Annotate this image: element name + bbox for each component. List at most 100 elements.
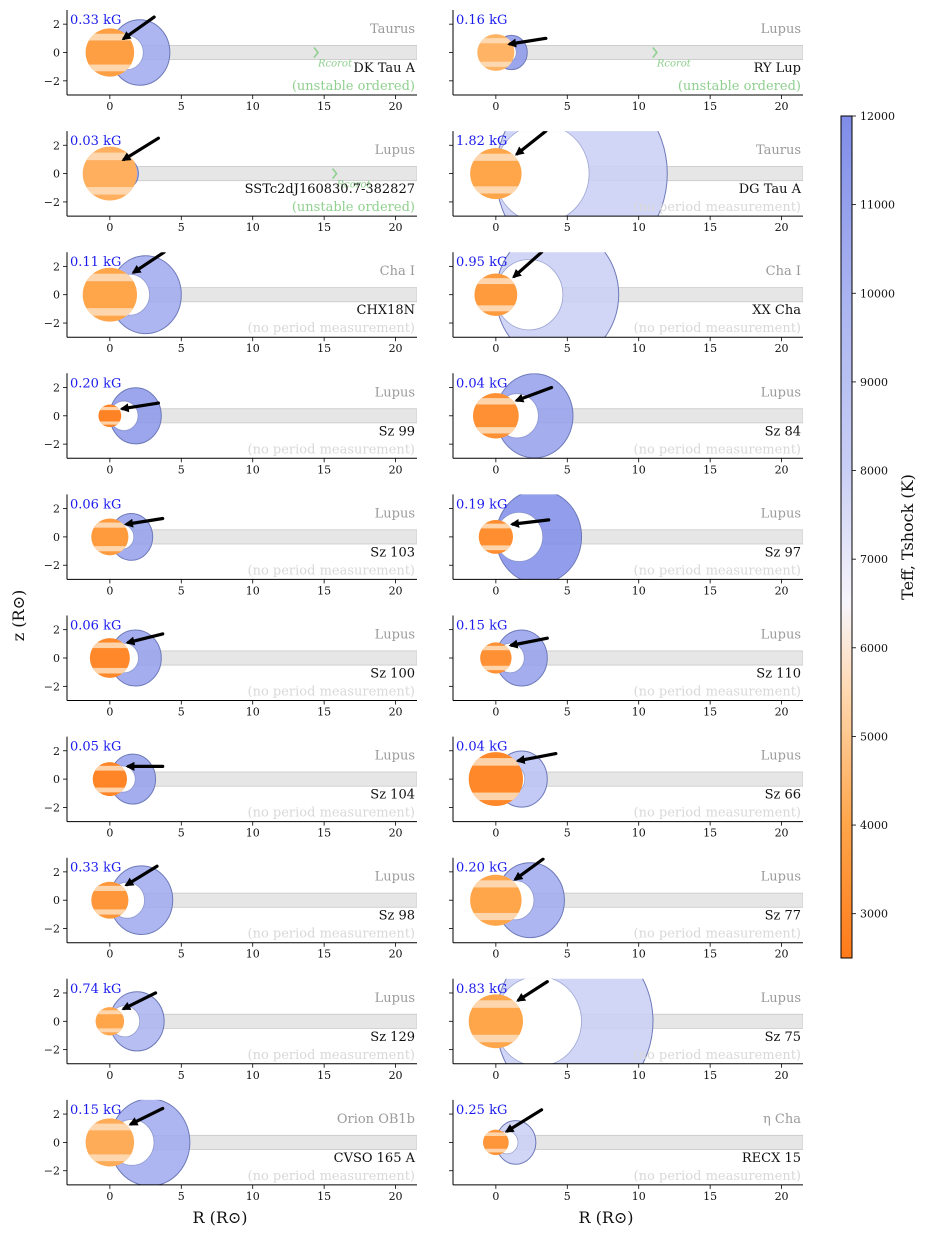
x-axis-label: R (R⊙) xyxy=(192,1208,247,1227)
x-tick-label: 0 xyxy=(492,342,499,355)
accretion-arrow xyxy=(128,1106,165,1126)
region-label: Lupus xyxy=(761,749,801,764)
x-tick-label: 5 xyxy=(564,1190,571,1203)
x-tick-label: 0 xyxy=(106,342,113,355)
y-tick-label: 2 xyxy=(53,381,60,394)
star-name-label: Sz 129 xyxy=(370,1030,415,1045)
hotspot-south xyxy=(477,61,515,67)
y-tick-label: −2 xyxy=(44,438,60,451)
region-label: Lupus xyxy=(761,870,801,885)
hotspot-north xyxy=(468,1000,523,1008)
x-tick-label: 15 xyxy=(317,463,331,476)
region-label: η Cha xyxy=(763,1112,801,1127)
accretion-arrow xyxy=(125,632,165,646)
hotspot-north xyxy=(483,1132,509,1137)
y-tick-label: −2 xyxy=(44,1044,60,1057)
x-tick-label: 10 xyxy=(632,342,646,355)
plot-area xyxy=(82,252,417,335)
region-label: Lupus xyxy=(761,991,801,1006)
hotspot-south xyxy=(483,1148,509,1153)
x-tick-label: 5 xyxy=(178,948,185,961)
x-tick-label: 20 xyxy=(389,706,403,719)
accretion-arrow xyxy=(124,516,165,528)
field-strength-label: 0.20 kG xyxy=(70,376,121,391)
star-name-label: Sz 99 xyxy=(379,424,415,439)
x-tick-label: 5 xyxy=(178,584,185,597)
star-name-label: Sz 75 xyxy=(765,1030,801,1045)
y-tick-label: 2 xyxy=(53,866,60,879)
x-tick-label: 5 xyxy=(564,342,571,355)
region-label: Lupus xyxy=(761,22,801,37)
hotspot-north xyxy=(82,152,137,161)
plot-area xyxy=(468,978,803,1064)
hotspot-south xyxy=(85,64,135,72)
x-tick-label: 15 xyxy=(703,342,717,355)
x-tick-label: 0 xyxy=(106,463,113,476)
x-tick-label: 10 xyxy=(632,584,646,597)
colorbar-tick-label: 6000 xyxy=(860,642,888,655)
colorbar-tick-label: 12000 xyxy=(860,110,895,123)
y-tick-label: −2 xyxy=(44,196,60,209)
accretion-arrow xyxy=(124,864,159,887)
star-hotspots xyxy=(470,880,522,921)
star-name-label: CHX18N xyxy=(357,303,415,318)
star-hotspots xyxy=(92,765,127,793)
x-tick-label: 5 xyxy=(178,1190,185,1203)
x-tick-label: 0 xyxy=(492,948,499,961)
star-name-label: SSTc2dJ160830.7-382827 xyxy=(245,182,415,197)
accretion-arrow xyxy=(131,252,166,274)
colorbar-tick-label: 11000 xyxy=(860,199,895,212)
period-status-label: (no period measurement) xyxy=(248,806,415,821)
star-hotspots xyxy=(82,273,137,316)
region-label: Orion OB1b xyxy=(337,1112,415,1127)
panel-sz-103: 0 5 10 15 20 −2 0 2 0.06 kG Lupus Sz 103 (no period… xyxy=(44,494,417,597)
hotspot-north xyxy=(92,765,127,771)
x-tick-label: 5 xyxy=(564,948,571,961)
star-hotspots xyxy=(82,152,137,195)
x-axis-label: R (R⊙) xyxy=(578,1208,633,1227)
y-tick-label: 0 xyxy=(53,168,60,181)
field-strength-label: 1.82 kG xyxy=(456,134,507,149)
region-label: Lupus xyxy=(375,991,415,1006)
rcorot-marker xyxy=(652,47,658,58)
x-tick-label: 5 xyxy=(178,463,185,476)
y-tick-label: −2 xyxy=(44,317,60,330)
hotspot-north xyxy=(478,523,513,529)
hotspot-south xyxy=(82,187,137,195)
hotspot-south xyxy=(82,308,137,316)
period-status-label: (no period measurement) xyxy=(248,1048,415,1063)
colorbar-tick-label: 10000 xyxy=(860,287,895,300)
star-name-label: Sz 97 xyxy=(765,545,801,560)
star-name-label: Sz 103 xyxy=(370,545,415,560)
star-name-label: CVSO 165 A xyxy=(334,1151,416,1166)
x-tick-label: 10 xyxy=(246,584,260,597)
plot-area xyxy=(478,494,803,580)
x-tick-label: 10 xyxy=(632,1069,646,1082)
y-tick-label: 2 xyxy=(53,503,60,516)
panel-sz-98: 0 5 10 15 20 −2 0 2 0.33 kG Lupus Sz 98 (no period … xyxy=(44,857,417,961)
region-label: Taurus xyxy=(756,143,801,158)
star-hotspots xyxy=(470,153,522,194)
accretion-arrow xyxy=(504,1108,544,1133)
x-tick-label: 20 xyxy=(775,342,789,355)
rcorot-label: Rcorot xyxy=(317,59,353,70)
x-tick-label: 5 xyxy=(564,221,571,234)
hotspot-north xyxy=(468,758,523,766)
y-tick-label: 2 xyxy=(53,260,60,273)
y-tick-label: −2 xyxy=(44,559,60,572)
y-tick-label: 2 xyxy=(53,139,60,152)
y-tick-label: 0 xyxy=(53,47,60,60)
star-hotspots xyxy=(85,1123,135,1162)
accretion-arrow xyxy=(508,636,549,649)
panel-sz-110: 0 5 10 15 20 0.15 kG Lupus Sz 110 (no period mea… xyxy=(449,615,803,719)
x-tick-label: 10 xyxy=(246,221,260,234)
accretion-arrow xyxy=(121,991,158,1011)
hotspot-south xyxy=(468,792,523,801)
star-hotspots xyxy=(95,1010,125,1033)
accretion-arrow xyxy=(516,980,549,1002)
field-strength-label: 0.25 kG xyxy=(456,1103,507,1118)
hotspot-north xyxy=(85,33,135,41)
hotspot-south xyxy=(470,186,522,194)
region-label: Lupus xyxy=(375,385,415,400)
plot-area xyxy=(470,131,803,217)
